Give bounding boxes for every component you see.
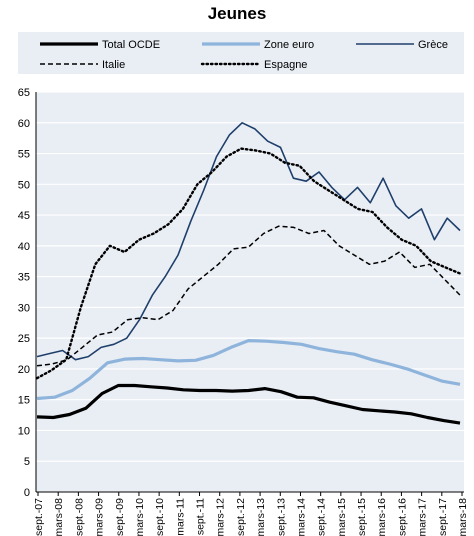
x-tick-label: sept.-12 — [235, 498, 247, 536]
legend-box — [18, 32, 464, 74]
y-tick-label: 45 — [18, 210, 30, 222]
x-tick-label: mars-09 — [94, 498, 106, 536]
x-tick-label: sept.-13 — [275, 498, 287, 536]
x-tick-label: sept.-08 — [73, 498, 85, 536]
x-tick-label: mars-14 — [295, 498, 307, 536]
y-tick-label: 0 — [24, 487, 30, 499]
legend-label: Zone euro — [264, 39, 314, 51]
series-line-italie — [36, 225, 461, 367]
x-tick-label: mars-08 — [53, 498, 65, 536]
y-tick-label: 30 — [18, 302, 30, 314]
x-axis-ticks: sept.-07 mars-08 sept.-08 mars-09 sept.-09 ma… — [33, 492, 469, 536]
y-tick-label: 15 — [18, 395, 30, 407]
legend-label: Italie — [102, 59, 125, 71]
chart-title: Jeunes — [207, 4, 267, 23]
y-tick-label: 65 — [18, 87, 30, 99]
legend-label: Grèce — [418, 39, 448, 51]
x-tick-label: mars-12 — [215, 498, 227, 536]
series-lines — [35, 122, 462, 425]
y-tick-label: 35 — [18, 272, 30, 284]
series-line-gr-ce — [36, 122, 461, 361]
x-tick-label: mars-18 — [457, 498, 469, 536]
x-tick-label: mars-13 — [255, 498, 267, 536]
y-axis-ticks: 0 5 10 15 20 25 30 35 40 45 50 55 60 65 — [18, 87, 30, 499]
x-tick-label: mars-17 — [417, 498, 429, 536]
x-tick-label: sept.-15 — [356, 498, 368, 536]
y-tick-label: 5 — [24, 456, 30, 468]
y-tick-label: 25 — [18, 333, 30, 345]
x-tick-label: mars-11 — [174, 498, 186, 536]
x-tick-label: sept.-10 — [154, 498, 166, 536]
y-tick-label: 10 — [18, 425, 30, 437]
legend: Total OCDE Zone euro Grèce Italie Espagne — [40, 39, 448, 71]
x-tick-label: sept.-11 — [195, 498, 207, 535]
x-tick-label: sept.-14 — [316, 498, 328, 536]
series-line-zone-euro — [36, 339, 461, 401]
legend-label: Espagne — [264, 59, 307, 71]
series-line-total-ocde — [36, 383, 461, 425]
y-tick-label: 50 — [18, 179, 30, 191]
x-tick-label: mars-16 — [376, 498, 388, 536]
y-tick-label: 20 — [18, 364, 30, 376]
x-tick-label: sept.-09 — [114, 498, 126, 536]
x-tick-label: sept.-16 — [396, 498, 408, 536]
y-tick-label: 55 — [18, 149, 30, 161]
y-tick-label: 40 — [18, 241, 30, 253]
y-tick-label: 60 — [18, 118, 30, 130]
x-tick-label: sept.-17 — [437, 498, 449, 536]
plot-area — [36, 92, 464, 492]
legend-label: Total OCDE — [102, 39, 160, 51]
x-tick-label: sept.-07 — [33, 498, 45, 536]
x-tick-label: mars-10 — [134, 498, 146, 536]
series-line-espagne — [35, 147, 462, 380]
x-tick-label: mars-15 — [336, 498, 348, 536]
